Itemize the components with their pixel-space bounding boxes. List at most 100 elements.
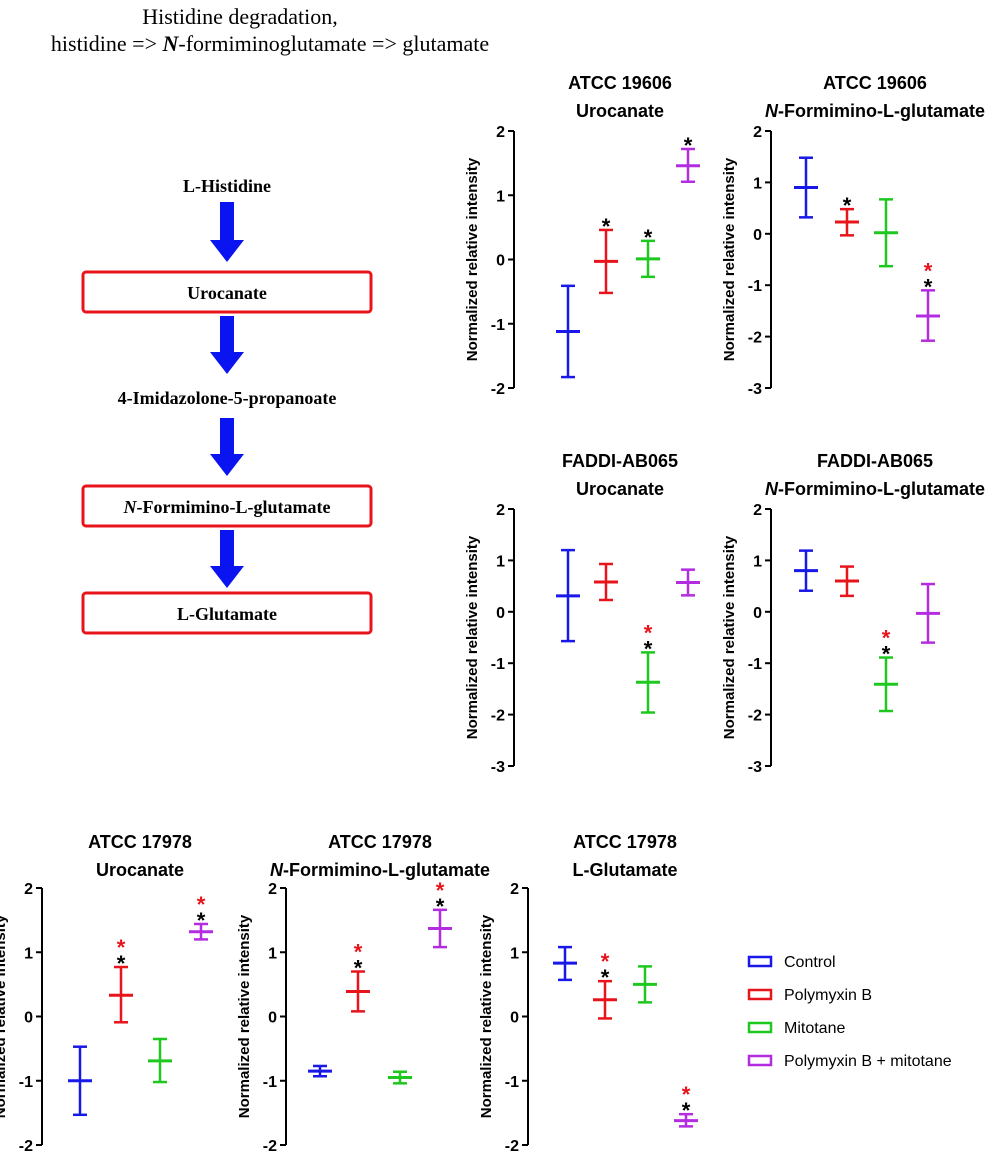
y-tick-label: -1 [748,278,762,295]
chart-title-rest: L-Glutamate [572,860,677,880]
pathway-arrow-1 [210,202,244,262]
chart-title-line2: N-Formimino-L-glutamate [765,101,985,121]
chart-title-rest: -Formimino-L-glutamate [778,101,985,121]
chart-title-line1: ATCC 17978 [573,832,677,852]
errorbar-control [68,1045,92,1117]
significance-star-black: * [436,894,445,919]
y-axis-label: Normalized relative intensity [464,157,481,361]
errorbar-polymyxin-b [594,562,618,602]
pathway-box-l-glutamate [81,591,373,635]
pathway-node-l-histidine: L-Histidine [183,176,271,196]
significance-star-red: * [644,620,653,645]
significance-star-black: * [644,225,653,250]
y-tick-label: -2 [748,330,762,347]
y-axis-label: Normalized relative intensity [478,914,495,1118]
significance-star-red: * [601,949,610,974]
chart-title-line1: FADDI-AB065 [817,451,933,471]
errorbar-polymyxin-b-mitotane: ** [916,258,940,342]
chart-title-line1: FADDI-AB065 [562,451,678,471]
y-axis-label: Normalized relative intensity [0,914,9,1118]
errorbar-polymyxin-b-mitotane: ** [428,878,452,949]
chart-faddi-urocanate: FADDI-AB065 Urocanate Normalized relative … [464,451,700,776]
errorbar-mitotane: ** [874,626,898,713]
chart-atcc17978-urocanate: ATCC 17978 Urocanate Normalized relative i… [0,832,213,1155]
errorbar-polymyxin-b-mitotane [676,568,700,597]
legend-swatch [747,1021,773,1034]
y-tick-label: 0 [510,1010,519,1027]
errorbar-control [308,1064,332,1078]
errorbar-polymyxin-b-mitotane: ** [189,892,213,941]
significance-star-black: * [682,1098,691,1123]
errorbar-control [556,548,580,643]
significance-star-black: * [684,133,693,158]
chart-title-line2: Urocanate [576,101,664,121]
legend-swatch [747,988,773,1001]
y-tick-label: -1 [491,317,505,334]
errorbar-control [794,549,818,592]
errorbar-mitotane: ** [636,620,660,714]
y-tick-label: 0 [753,605,762,622]
y-tick-label: 2 [496,502,505,519]
pathway-box-urocanate [81,270,373,314]
legend-entry: Control [747,954,836,971]
errorbar-polymyxin-b: ** [109,935,133,1024]
errorbar-polymyxin-b [835,565,859,598]
y-tick-label: -3 [748,759,762,776]
errorbar-mitotane [633,965,657,1004]
chart-title-line2: L-Glutamate [572,860,677,880]
chart-title-rest: -Formimino-L-glutamate [778,479,985,499]
pathway-node-imidazolone: 4-Imidazolone-5-propanoate [118,388,337,408]
y-tick-label: 1 [268,945,277,962]
y-tick-label: 0 [268,1010,277,1027]
pathway-node-l-glutamate: L-Glutamate [177,604,277,624]
significance-star-red: * [117,935,126,960]
chart-faddi-formimino: FADDI-AB065 N-Formimino-L-glutamate Normal… [721,451,985,776]
chart-atcc19606-formimino: ATCC 19606 N-Formimino-L-glutamate Normali… [721,73,985,398]
significance-star-red: * [354,940,363,965]
pathway-node-urocanate: Urocanate [187,283,267,303]
chart-title-line2: Urocanate [96,860,184,880]
errorbar-control [553,945,577,982]
y-tick-label: 1 [753,553,762,570]
y-axis-label: Normalized relative intensity [721,157,738,361]
y-tick-label: -2 [491,381,505,398]
significance-star-black: * [601,965,610,990]
chart-title-line2: N-Formimino-L-glutamate [270,860,490,880]
y-tick-label: -2 [748,708,762,725]
chart-title-rest: Urocanate [96,860,184,880]
legend-entry: Polymyxin B + mitotane [747,1053,952,1070]
y-tick-label: 2 [753,502,762,519]
chart-title-italic: N [270,860,284,880]
chart-title-line1: ATCC 19606 [823,73,927,93]
y-tick-label: 1 [24,945,33,962]
y-axis-label: Normalized relative intensity [721,535,738,739]
errorbar-control [556,284,580,379]
pathway-box-formimino [81,484,373,528]
legend-entry: Mitotane [747,1020,845,1037]
y-tick-label: -1 [491,656,505,673]
y-tick-label: 0 [24,1010,33,1027]
significance-star-red: * [924,258,933,283]
y-tick-label: -2 [19,1138,33,1155]
pathway-title-line1: Histidine degradation, [142,4,338,29]
errorbar-polymyxin-b: ** [346,940,370,1013]
y-tick-label: 0 [496,253,505,270]
y-tick-label: 1 [496,553,505,570]
y-tick-label: 2 [753,124,762,141]
significance-star-red: * [197,892,206,917]
y-tick-label: -2 [491,708,505,725]
errorbar-mitotane [148,1037,172,1084]
y-tick-label: -1 [263,1074,277,1091]
significance-star-red: * [882,626,891,651]
errorbar-polymyxin-b: ** [593,949,617,1020]
y-tick-label: 1 [753,175,762,192]
significance-star-black: * [602,214,611,239]
legend-label: Mitotane [784,1020,845,1037]
significance-star-red: * [436,878,445,903]
legend-swatch [747,1054,773,1067]
y-axis-label: Normalized relative intensity [236,914,253,1118]
significance-star-black: * [882,642,891,667]
y-tick-label: 2 [496,124,505,141]
chart-atcc17978-glutamate: ATCC 17978 L-Glutamate Normalized relative… [478,832,698,1155]
